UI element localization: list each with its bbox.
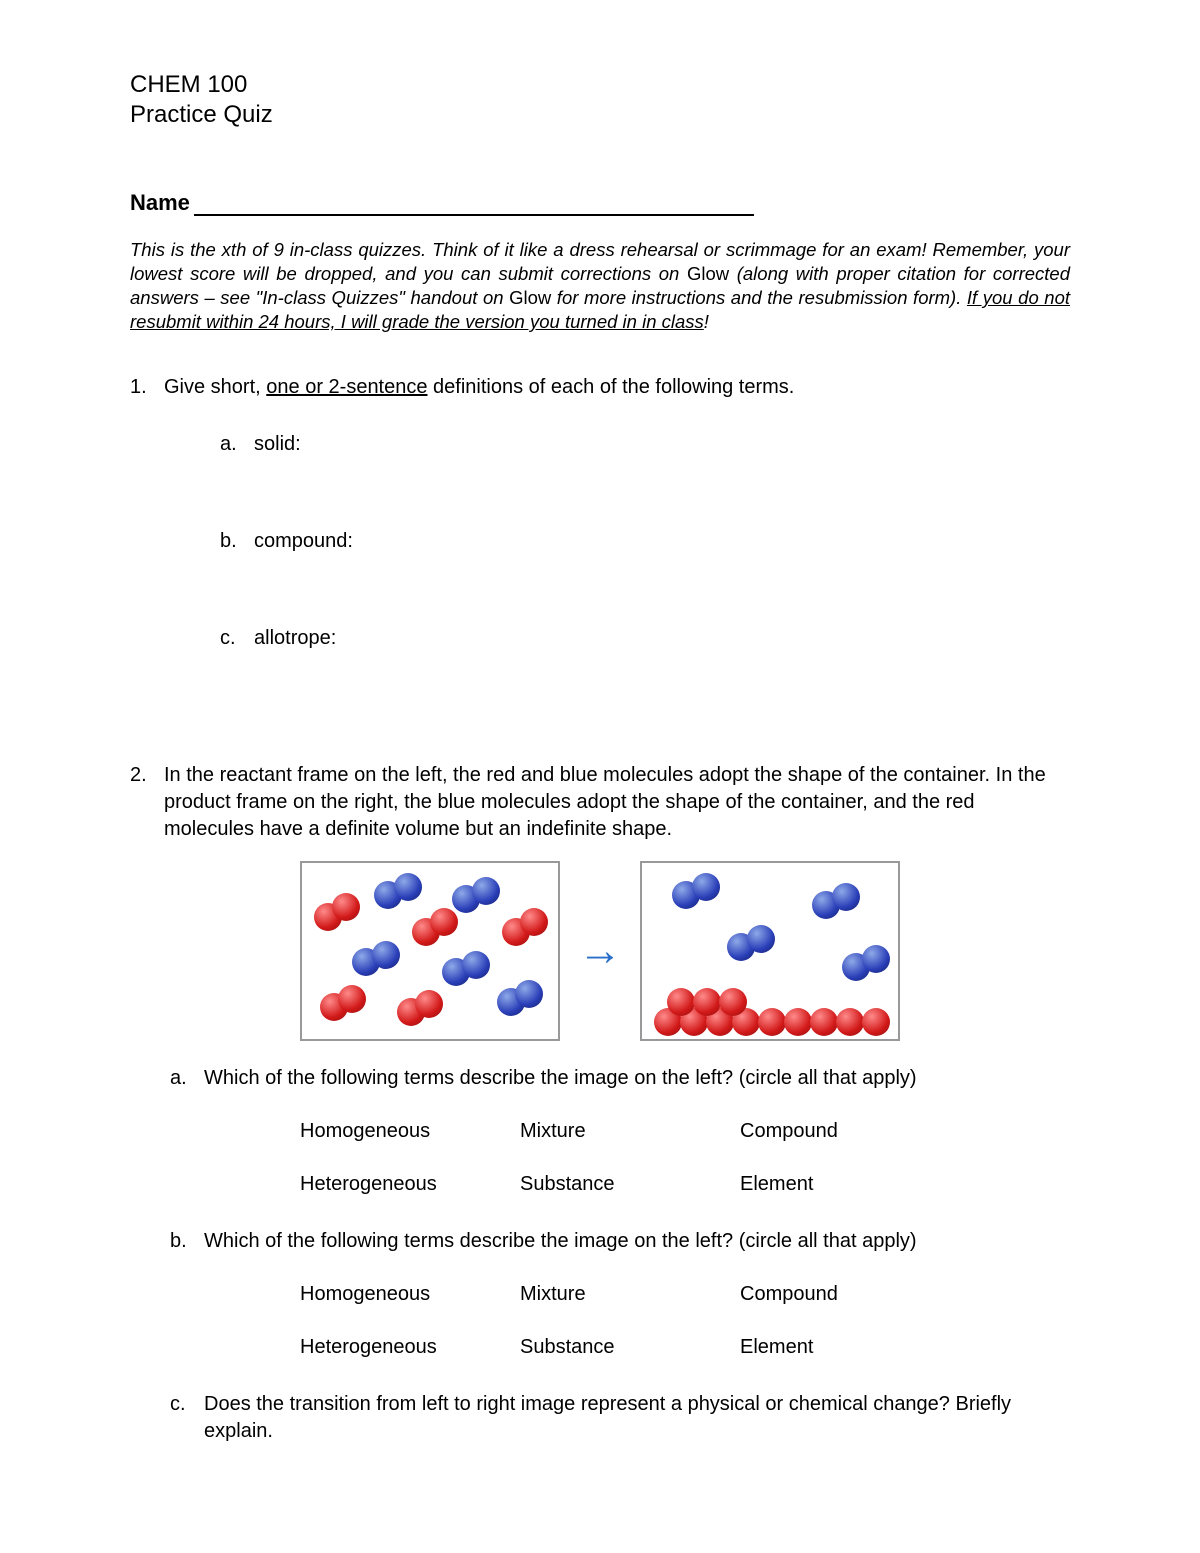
red-molecule: [758, 1008, 786, 1036]
option-substance[interactable]: Substance: [520, 1334, 740, 1361]
blue-molecule: [832, 883, 860, 911]
q1-a-label: solid:: [254, 431, 301, 458]
option-element[interactable]: Element: [740, 1334, 960, 1361]
q2-a: a. Which of the following terms describe…: [170, 1065, 1070, 1092]
q1-item-b: b. compound:: [220, 528, 1070, 555]
red-molecule: [862, 1008, 890, 1036]
intro-glow-1: Glow: [687, 263, 729, 284]
question-1: 1. Give short, one or 2-sentence definit…: [130, 374, 1070, 652]
q2-c-letter: c.: [170, 1391, 204, 1445]
q2-b-options: Homogeneous Mixture Compound Heterogeneo…: [300, 1281, 1070, 1361]
option-element[interactable]: Element: [740, 1171, 960, 1198]
red-molecule: [415, 990, 443, 1018]
q1-a-letter: a.: [220, 431, 254, 458]
q2-subquestions: a. Which of the following terms describe…: [170, 1065, 1070, 1445]
option-mixture[interactable]: Mixture: [520, 1118, 740, 1145]
option-mixture[interactable]: Mixture: [520, 1281, 740, 1308]
blue-molecule: [747, 925, 775, 953]
blue-molecule: [462, 951, 490, 979]
reaction-arrow-icon: →: [578, 921, 622, 980]
quiz-page: CHEM 100 Practice Quiz Name This is the …: [130, 70, 1070, 1445]
q2-number: 2.: [130, 762, 164, 843]
blue-molecule: [372, 941, 400, 969]
blue-molecule: [515, 980, 543, 1008]
product-box: [640, 861, 900, 1041]
q2-b: b. Which of the following terms describe…: [170, 1228, 1070, 1255]
red-molecule: [719, 988, 747, 1016]
molecule-diagram: →: [130, 861, 1070, 1041]
name-field-row: Name: [130, 190, 1070, 216]
q2-prompt: In the reactant frame on the left, the r…: [164, 762, 1070, 843]
intro-text: !: [704, 311, 709, 332]
red-molecule: [810, 1008, 838, 1036]
blue-molecule: [394, 873, 422, 901]
q1-item-a: a. solid:: [220, 431, 1070, 458]
blue-molecule: [472, 877, 500, 905]
red-molecule: [784, 1008, 812, 1036]
q1-c-letter: c.: [220, 625, 254, 652]
option-heterogeneous[interactable]: Heterogeneous: [300, 1334, 520, 1361]
q2-c-text: Does the transition from left to right i…: [204, 1391, 1070, 1445]
q1-c-label: allotrope:: [254, 625, 336, 652]
option-heterogeneous[interactable]: Heterogeneous: [300, 1171, 520, 1198]
red-molecule: [693, 988, 721, 1016]
blue-molecule: [692, 873, 720, 901]
q2-c: c. Does the transition from left to righ…: [170, 1391, 1070, 1445]
intro-paragraph: This is the xth of 9 in-class quizzes. T…: [130, 238, 1070, 334]
intro-text: for more instructions and the resubmissi…: [551, 287, 967, 308]
red-molecule: [332, 893, 360, 921]
red-molecule: [836, 1008, 864, 1036]
q2-b-text: Which of the following terms describe th…: [204, 1228, 917, 1255]
q2-b-letter: b.: [170, 1228, 204, 1255]
red-molecule: [520, 908, 548, 936]
option-homogeneous[interactable]: Homogeneous: [300, 1281, 520, 1308]
q1-sub-list: a. solid: b. compound: c. allotrope:: [220, 431, 1070, 652]
blue-molecule: [862, 945, 890, 973]
q1-prompt: Give short, one or 2-sentence definition…: [164, 374, 794, 401]
q1-b-letter: b.: [220, 528, 254, 555]
q1-number: 1.: [130, 374, 164, 401]
red-molecule: [667, 988, 695, 1016]
q1-item-c: c. allotrope:: [220, 625, 1070, 652]
option-homogeneous[interactable]: Homogeneous: [300, 1118, 520, 1145]
option-substance[interactable]: Substance: [520, 1171, 740, 1198]
red-molecule: [430, 908, 458, 936]
name-label: Name: [130, 190, 190, 216]
option-compound[interactable]: Compound: [740, 1118, 960, 1145]
q2-a-text: Which of the following terms describe th…: [204, 1065, 917, 1092]
red-molecule: [338, 985, 366, 1013]
q2-a-letter: a.: [170, 1065, 204, 1092]
intro-glow-2: Glow: [509, 287, 551, 308]
question-2: 2. In the reactant frame on the left, th…: [130, 762, 1070, 1445]
option-compound[interactable]: Compound: [740, 1281, 960, 1308]
q1-b-label: compound:: [254, 528, 353, 555]
course-code: CHEM 100: [130, 70, 1070, 100]
q2-a-options: Homogeneous Mixture Compound Heterogeneo…: [300, 1118, 1070, 1198]
reactant-box: [300, 861, 560, 1041]
page-subtitle: Practice Quiz: [130, 100, 1070, 130]
name-blank-line[interactable]: [194, 194, 754, 216]
